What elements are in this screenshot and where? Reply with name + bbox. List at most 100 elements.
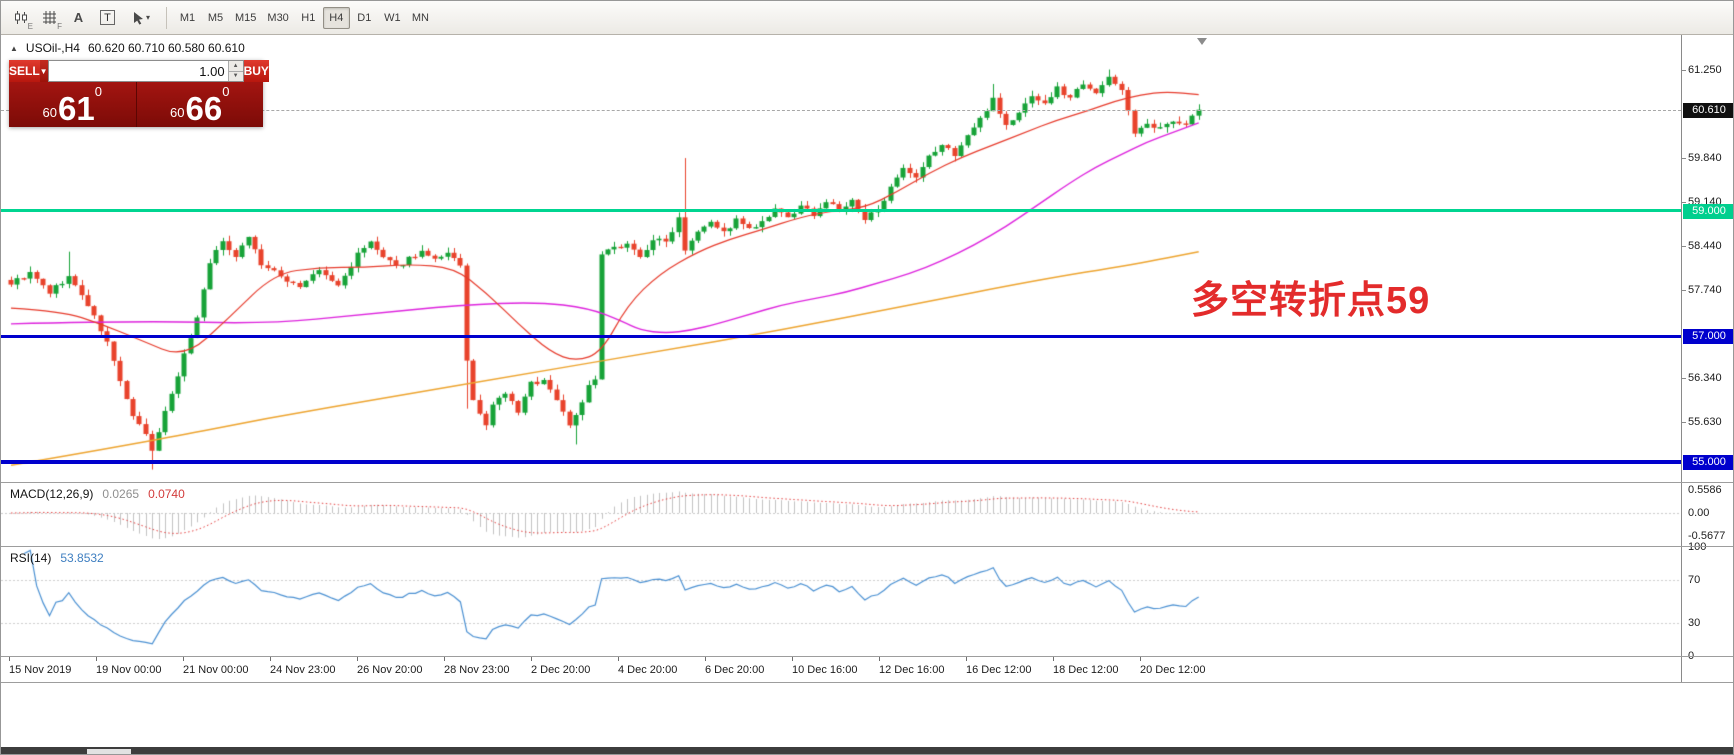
time-axis-tick bbox=[792, 657, 793, 661]
time-axis-tick bbox=[9, 657, 10, 661]
text-box-icon[interactable]: T bbox=[94, 6, 121, 30]
timeframe-button-d1[interactable]: D1 bbox=[351, 7, 378, 29]
volume-spinner: ▲ ▼ bbox=[227, 61, 243, 81]
volume-down-icon[interactable]: ▼ bbox=[228, 71, 243, 81]
buy-price-quote[interactable]: 60 66 0 bbox=[137, 82, 264, 127]
time-axis-tick bbox=[966, 657, 967, 661]
time-axis-label: 21 Nov 00:00 bbox=[183, 664, 249, 676]
price-badge-60.610: 60.610 bbox=[1683, 103, 1733, 118]
time-axis-tick bbox=[879, 657, 880, 661]
grid-glyph-icon bbox=[43, 11, 56, 24]
time-axis-label: 10 Dec 16:00 bbox=[792, 664, 858, 676]
rsi-axis-label: 30 bbox=[1688, 617, 1701, 629]
timeframe-button-h1[interactable]: H1 bbox=[295, 7, 322, 29]
symbol-info-line: ▲ USOil-,H4 60.620 60.710 60.580 60.610 bbox=[10, 41, 245, 55]
price-axis-tick bbox=[1682, 290, 1686, 291]
one-click-trade-panel: SELL ▼ ▲ ▼ BUY 60 61 0 60 66 0 bbox=[9, 60, 269, 127]
price-axis-tick bbox=[1682, 202, 1686, 203]
cursor-glyph-icon bbox=[133, 11, 143, 25]
chart-candles-icon[interactable]: E bbox=[7, 6, 34, 31]
buy-button[interactable]: BUY bbox=[243, 60, 269, 82]
order-type-caret-icon[interactable]: ▼ bbox=[39, 60, 48, 82]
volume-field: ▲ ▼ bbox=[47, 60, 244, 82]
draw-cursor-icon[interactable]: ▾ bbox=[123, 6, 159, 30]
chart-annotation-text[interactable]: 多空转折点59 bbox=[1191, 280, 1431, 322]
window-bottom-strip bbox=[1, 747, 1733, 754]
sell-price-big: 61 bbox=[58, 89, 95, 127]
price-badge-55.000: 55.000 bbox=[1683, 455, 1733, 470]
price-axis-tick bbox=[1682, 246, 1686, 247]
price-axis-tick bbox=[1682, 422, 1686, 423]
timeframe-button-mn[interactable]: MN bbox=[407, 7, 434, 29]
time-axis-label: 2 Dec 20:00 bbox=[531, 664, 591, 676]
timeframe-group: M1 M5 M15 M30 H1 H4 D1 W1 MN bbox=[174, 6, 434, 29]
time-axis-label: 26 Nov 20:00 bbox=[357, 664, 423, 676]
pane-divider-main-macd[interactable] bbox=[1, 482, 1733, 483]
volume-up-icon[interactable]: ▲ bbox=[228, 61, 243, 72]
symbol-name: USOil-,H4 bbox=[25, 41, 80, 55]
macd-axis-label: 0.5586 bbox=[1688, 484, 1722, 496]
buy-price-big: 66 bbox=[185, 89, 223, 127]
time-axis-label: 24 Nov 23:00 bbox=[270, 664, 336, 676]
macd-axis-label: 0.00 bbox=[1688, 507, 1710, 519]
grid-icon[interactable]: F bbox=[36, 6, 63, 31]
trade-panel-quotes: 60 61 0 60 66 0 bbox=[9, 82, 263, 127]
price-badge-59.000: 59.000 bbox=[1683, 204, 1733, 219]
icon-sub-label: E bbox=[27, 21, 33, 31]
price-axis-label: 58.440 bbox=[1688, 240, 1722, 252]
pane-divider-macd-rsi[interactable] bbox=[1, 546, 1733, 547]
rsi-name: RSI(14) bbox=[10, 551, 52, 565]
toolbar-separator bbox=[166, 6, 167, 29]
time-axis-label: 12 Dec 16:00 bbox=[879, 664, 945, 676]
price-axis-label: 61.250 bbox=[1688, 64, 1722, 76]
buy-price-sup: 0 bbox=[222, 84, 230, 99]
macd-main-value: 0.0265 bbox=[102, 487, 140, 501]
price-axis-label: 56.340 bbox=[1688, 372, 1722, 384]
time-axis-tick bbox=[357, 657, 358, 661]
oneclick-toggle-icon[interactable]: ▲ bbox=[10, 43, 18, 53]
price-badge-57.000: 57.000 bbox=[1683, 329, 1733, 344]
sell-price-quote[interactable]: 60 61 0 bbox=[9, 82, 137, 127]
toolbar: E F A T ▾ M1 M5 M15 M30 H1 H4 D1 W1 MN bbox=[1, 1, 1733, 35]
timeframe-button-m15[interactable]: M15 bbox=[230, 7, 261, 29]
sell-price-small: 60 bbox=[42, 105, 57, 120]
chart-shift-marker-icon[interactable] bbox=[1197, 38, 1207, 45]
symbol-ohlc-values: 60.620 60.710 60.580 60.610 bbox=[87, 41, 245, 55]
chart-canvas[interactable] bbox=[1, 35, 1681, 657]
candles-glyph-icon bbox=[14, 11, 27, 24]
time-axis-tick bbox=[183, 657, 184, 661]
time-axis-label: 4 Dec 20:00 bbox=[618, 664, 678, 676]
rsi-pane-label: RSI(14) 53.8532 bbox=[10, 551, 104, 565]
time-axis-tick bbox=[1053, 657, 1054, 661]
time-axis-label: 19 Nov 00:00 bbox=[96, 664, 162, 676]
text-label-icon[interactable]: A bbox=[65, 6, 92, 30]
price-axis-label: 59.840 bbox=[1688, 152, 1722, 164]
icon-sub-label: F bbox=[57, 21, 62, 31]
sell-button[interactable]: SELL bbox=[9, 60, 40, 82]
timeframe-button-w1[interactable]: W1 bbox=[379, 7, 406, 29]
price-axis-label: 57.740 bbox=[1688, 284, 1722, 296]
timeframe-button-h4[interactable]: H4 bbox=[322, 6, 350, 29]
time-axis-label: 15 Nov 2019 bbox=[9, 664, 72, 676]
timeframe-button-m30[interactable]: M30 bbox=[262, 7, 293, 29]
time-axis-label: 28 Nov 23:00 bbox=[444, 664, 510, 676]
time-axis-label: 16 Dec 12:00 bbox=[966, 664, 1032, 676]
macd-signal-value: 0.0740 bbox=[148, 487, 185, 501]
price-axis[interactable]: 61.250 59.840 59.140 58.440 57.740 56.340 55.6… bbox=[1681, 35, 1733, 682]
trade-panel-top-row: SELL ▼ ▲ ▼ BUY bbox=[9, 60, 269, 82]
time-axis-tick bbox=[444, 657, 445, 661]
timeframe-button-m1[interactable]: M1 bbox=[174, 7, 201, 29]
sell-price-sup: 0 bbox=[94, 84, 102, 99]
dropdown-caret-icon: ▾ bbox=[145, 13, 150, 22]
time-axis-tick bbox=[270, 657, 271, 661]
pane-divider-rsi-timeaxis[interactable] bbox=[1, 656, 1733, 657]
time-axis[interactable]: 15 Nov 2019 19 Nov 00:00 21 Nov 00:00 24 No… bbox=[1, 657, 1681, 682]
macd-axis-label: -0.5677 bbox=[1688, 530, 1726, 542]
time-axis-tick bbox=[531, 657, 532, 661]
rsi-axis-label: 100 bbox=[1688, 541, 1707, 553]
timeframe-button-m5[interactable]: M5 bbox=[202, 7, 229, 29]
rsi-value: 53.8532 bbox=[60, 551, 104, 565]
volume-input[interactable] bbox=[48, 61, 228, 81]
price-axis-tick bbox=[1682, 158, 1686, 159]
